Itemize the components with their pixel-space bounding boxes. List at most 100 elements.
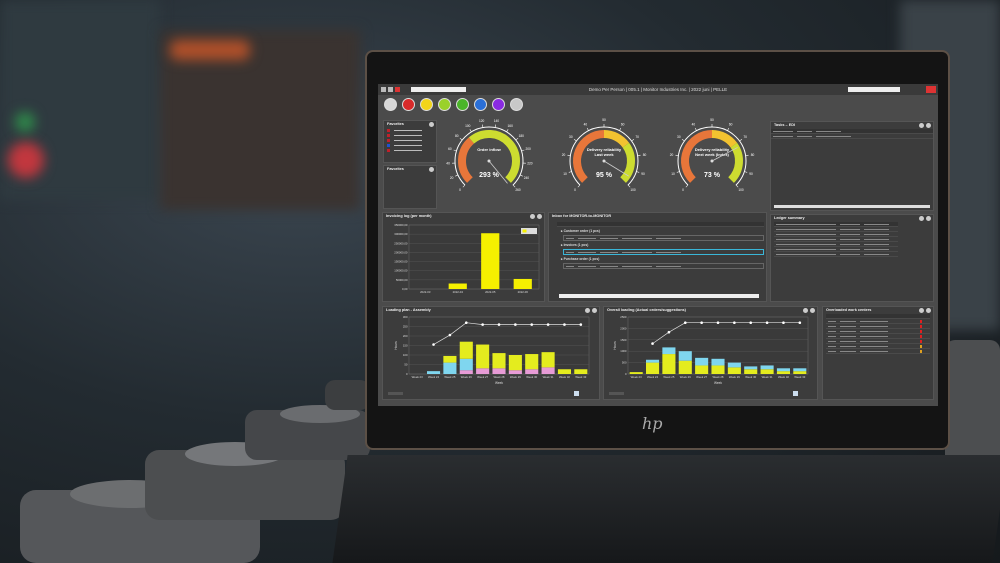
capacity-point[interactable]: [683, 321, 687, 324]
capacity-point[interactable]: [497, 323, 501, 326]
close-button[interactable]: [926, 86, 936, 93]
settings-icon[interactable]: [537, 214, 542, 219]
table-row[interactable]: [826, 334, 930, 339]
bar-segment[interactable]: [476, 368, 490, 374]
bar-segment[interactable]: [744, 366, 758, 370]
group-header[interactable]: ▸ Customer order (1 pcs): [561, 229, 600, 233]
settings-icon[interactable]: [926, 308, 931, 313]
bar-segment[interactable]: [678, 351, 692, 361]
favorite-item[interactable]: [384, 143, 436, 148]
settings-icon[interactable]: [510, 98, 523, 111]
app-icon[interactable]: [388, 87, 393, 92]
group-header[interactable]: ▸ Purchase order (1 pcs): [561, 257, 600, 261]
bar-segment[interactable]: [541, 367, 555, 374]
refresh-icon[interactable]: [919, 123, 924, 128]
capacity-point[interactable]: [700, 321, 703, 324]
scrollbar[interactable]: [774, 205, 930, 208]
filter-control[interactable]: [388, 392, 403, 395]
capacity-point[interactable]: [798, 321, 802, 324]
calculator-icon[interactable]: [492, 98, 505, 111]
capacity-point[interactable]: [514, 323, 517, 326]
bar-segment[interactable]: [793, 368, 807, 372]
menu-icon[interactable]: [384, 98, 397, 111]
refresh-icon[interactable]: [530, 214, 535, 219]
favorite-item[interactable]: [384, 138, 436, 143]
bar-segment[interactable]: [678, 360, 692, 374]
bar-segment[interactable]: [727, 367, 741, 374]
bar-segment[interactable]: [646, 362, 660, 374]
bar-segment[interactable]: [662, 354, 676, 374]
table-row[interactable]: [774, 242, 898, 247]
bar-segment[interactable]: [629, 372, 643, 374]
refresh-icon[interactable]: [585, 308, 590, 313]
refresh-icon[interactable]: [919, 216, 924, 221]
capacity-point[interactable]: [716, 321, 720, 324]
cart-icon[interactable]: [420, 98, 433, 111]
capacity-point[interactable]: [464, 321, 468, 324]
group-header[interactable]: ▸ Invoices (1 pcs): [561, 243, 589, 247]
refresh-icon[interactable]: [803, 308, 808, 313]
table-row[interactable]: [563, 263, 764, 269]
capacity-point[interactable]: [749, 321, 753, 324]
bar-segment[interactable]: [574, 369, 588, 374]
settings-icon[interactable]: [429, 167, 434, 172]
refresh-icon[interactable]: [919, 308, 924, 313]
bar-segment[interactable]: [525, 354, 539, 370]
table-row[interactable]: [826, 344, 930, 349]
filter-control[interactable]: [609, 392, 624, 395]
bar-segment[interactable]: [508, 355, 522, 371]
settings-icon[interactable]: [592, 308, 597, 313]
bar-segment[interactable]: [744, 369, 758, 374]
bar-segment[interactable]: [525, 369, 539, 374]
settings-icon[interactable]: [926, 216, 931, 221]
app-icon[interactable]: [381, 87, 386, 92]
bar-segment[interactable]: [695, 357, 709, 366]
table-row[interactable]: [774, 247, 898, 252]
capacity-point[interactable]: [651, 342, 654, 345]
dropdown-button[interactable]: [793, 391, 798, 396]
table-row[interactable]: [774, 237, 898, 242]
table-row[interactable]: [563, 235, 764, 241]
bar-segment[interactable]: [541, 352, 555, 368]
table-row[interactable]: [774, 252, 898, 257]
scrollbar[interactable]: [559, 294, 759, 298]
bar-segment[interactable]: [508, 370, 522, 374]
favorite-item[interactable]: [384, 128, 436, 133]
bar-segment[interactable]: [557, 369, 571, 374]
bar-segment[interactable]: [711, 358, 725, 366]
capacity-point[interactable]: [530, 323, 534, 326]
bar-segment[interactable]: [793, 371, 807, 374]
capacity-point[interactable]: [782, 321, 785, 324]
settings-icon[interactable]: [926, 123, 931, 128]
bar-segment[interactable]: [492, 368, 506, 374]
bar-segment[interactable]: [662, 347, 676, 355]
bar-segment[interactable]: [776, 368, 790, 372]
bar-segment[interactable]: [776, 371, 790, 374]
capacity-point[interactable]: [448, 333, 452, 337]
favorite-item[interactable]: [384, 148, 436, 153]
favorite-item[interactable]: [384, 133, 436, 138]
table-row[interactable]: [774, 232, 898, 237]
capacity-point[interactable]: [432, 343, 435, 346]
table-row[interactable]: [774, 227, 898, 232]
capacity-point[interactable]: [579, 323, 583, 326]
table-row[interactable]: [826, 339, 930, 344]
finance-icon[interactable]: [474, 98, 487, 111]
bar-segment[interactable]: [646, 359, 660, 363]
bar-segment[interactable]: [492, 353, 506, 369]
bar-segment[interactable]: [459, 341, 473, 359]
bar[interactable]: [448, 283, 467, 289]
dropdown-button[interactable]: [574, 391, 579, 396]
app-icon[interactable]: [395, 87, 400, 92]
bar-segment[interactable]: [459, 358, 473, 371]
bar[interactable]: [481, 233, 500, 289]
bar-segment[interactable]: [727, 362, 741, 368]
capacity-point[interactable]: [765, 321, 769, 324]
bar-segment[interactable]: [443, 362, 457, 374]
table-row[interactable]: [826, 349, 930, 354]
capacity-point[interactable]: [481, 323, 484, 326]
bar-segment[interactable]: [760, 369, 774, 374]
factory-icon[interactable]: [402, 98, 415, 111]
table-row[interactable]: [826, 324, 930, 329]
bar-segment[interactable]: [459, 370, 473, 374]
